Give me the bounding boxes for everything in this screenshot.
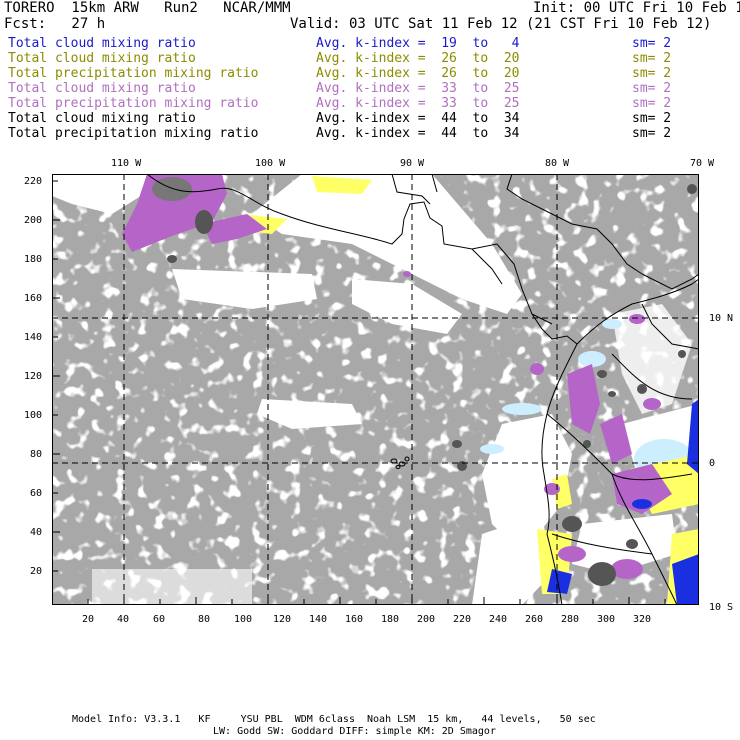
lon-label: 100 W [255,158,286,169]
lon-label: 90 W [400,158,425,169]
x-tick-label: 120 [273,614,292,625]
x-tick-label: 300 [597,614,616,625]
clear-region [612,304,692,414]
y-tick-label: 220 [24,176,43,187]
legend-kindex: Avg. k-index = 44 to 34 [316,111,520,126]
legend-sm: sm= 2 [632,111,672,126]
legend-kindex: Avg. k-index = 26 to 20 [316,66,520,81]
x-tick-label: 320 [633,614,652,625]
legend-kindex: Avg. k-index = 33 to 25 [316,96,520,111]
lon-label: 110 W [111,158,142,169]
x-tick-label: 180 [381,614,400,625]
physics-info: LW: Godd SW: Goddard DIFF: simple KM: 2D… [213,726,496,737]
y-tick-label: 160 [24,293,43,304]
blue-areas [547,399,699,605]
clear-region [92,569,252,605]
legend-kindex: Avg. k-index = 26 to 20 [316,51,520,66]
init-time: Init: 00 UTC Fri 10 Feb 12 [533,0,740,16]
legend-sm: sm= 2 [632,126,672,141]
lat-label: 10 S [709,602,734,613]
forecast-hour: Fcst: 27 h [4,16,106,32]
x-tick-label: 200 [417,614,436,625]
legend-name: Total precipitation mixing ratio [8,126,259,141]
legend-sm: sm= 2 [632,96,672,111]
y-tick-label: 100 [24,410,43,421]
model-title: TORERO 15km ARW Run2 NCAR/MMM [4,0,291,16]
clear-region [352,279,462,334]
y-tick-label: 180 [24,254,43,265]
clear-region [472,514,552,605]
legend-sm: sm= 2 [632,36,672,51]
clear-region [252,174,522,314]
lon-label: 80 W [545,158,570,169]
legend-name: Total precipitation mixing ratio [8,96,259,111]
x-tick-label: 140 [309,614,328,625]
clear-region [257,399,362,429]
legend-name: Total precipitation mixing ratio [8,66,259,81]
valid-time: Valid: 03 UTC Sat 11 Feb 12 (21 CST Fri … [290,16,712,32]
legend-name: Total cloud mixing ratio [8,51,196,66]
x-tick-label: 220 [453,614,472,625]
x-tick-label: 260 [525,614,544,625]
y-tick-label: 200 [24,215,43,226]
legend-sm: sm= 2 [632,66,672,81]
legend-name: Total cloud mixing ratio [8,111,196,126]
axis-ticks [52,180,666,605]
legend-sm: sm= 2 [632,81,672,96]
model-info: Model Info: V3.3.1 KF YSU PBL WDM 6class… [72,714,596,725]
legend-kindex: Avg. k-index = 44 to 34 [316,126,520,141]
dark-cells [152,177,697,586]
legend-name: Total cloud mixing ratio [8,36,196,51]
y-tick-label: 20 [30,566,43,577]
x-tick-label: 20 [82,614,95,625]
y-tick-label: 140 [24,332,43,343]
y-tick-label: 60 [30,488,43,499]
coastlines [146,174,699,605]
clear-region [52,174,147,214]
legend-sm: sm= 2 [632,51,672,66]
y-tick-label: 80 [30,449,43,460]
x-tick-label: 240 [489,614,508,625]
land-clear [572,514,677,574]
lat-lon-grid [52,174,699,605]
x-tick-label: 60 [153,614,166,625]
x-tick-label: 40 [117,614,130,625]
y-tick-label: 120 [24,371,43,382]
x-tick-label: 100 [234,614,253,625]
legend-name: Total cloud mixing ratio [8,81,196,96]
forecast-map [52,174,699,605]
legend-kindex: Avg. k-index = 33 to 25 [316,81,520,96]
magenta-areas [122,174,672,579]
x-tick-label: 160 [345,614,364,625]
x-tick-label: 280 [561,614,580,625]
x-tick-label: 80 [198,614,211,625]
lon-label: 70 W [690,158,715,169]
y-tick-label: 40 [30,527,43,538]
legend-kindex: Avg. k-index = 19 to 4 [316,36,520,51]
clear-region [172,269,317,309]
lat-label: 10 N [709,313,734,324]
lat-label: 0 [709,458,716,469]
